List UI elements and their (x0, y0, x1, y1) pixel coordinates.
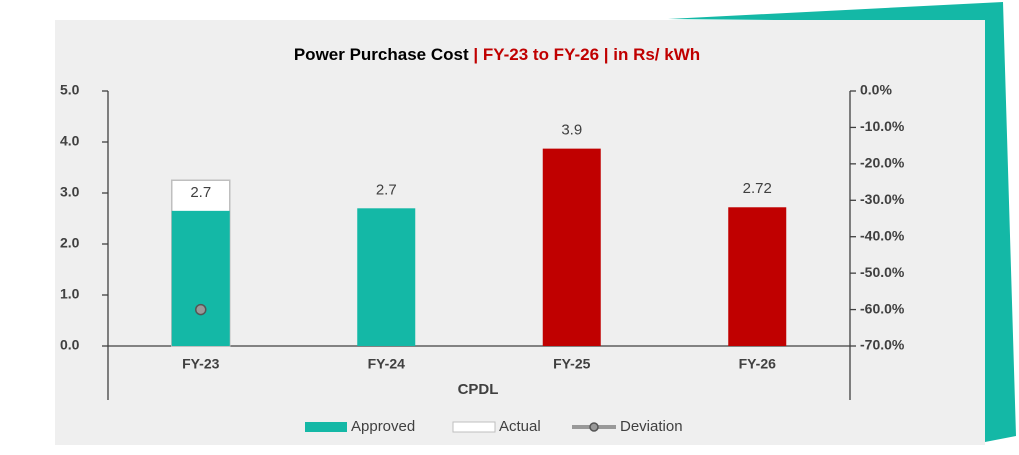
legend-label: Approved (351, 418, 415, 435)
legend-label: Actual (499, 418, 541, 435)
approved-bar (171, 210, 230, 346)
data-label: 2.7 (376, 181, 397, 198)
legend-swatch (589, 422, 599, 432)
y2-tick-label: -50.0% (860, 264, 905, 280)
legend-swatch (305, 422, 347, 432)
y2-tick-label: 0.0% (860, 82, 892, 98)
y2-tick-label: -30.0% (860, 191, 905, 207)
y2-tick-label: -60.0% (860, 300, 905, 316)
data-label: 3.9 (561, 122, 582, 139)
legend-swatch (452, 421, 496, 433)
x-tick-label: FY-25 (553, 356, 591, 372)
legend-label: Deviation (620, 418, 683, 435)
x-tick-label: FY-24 (368, 356, 406, 372)
x-tick-label: FY-26 (739, 356, 777, 372)
approved-bar (357, 208, 416, 346)
approved-bar (728, 207, 787, 346)
y-tick-label: 3.0 (60, 184, 80, 200)
deviation-point (195, 303, 207, 316)
y-tick-label: 5.0 (60, 82, 80, 98)
x-axis-label: CPDL (458, 381, 499, 398)
y2-tick-label: -20.0% (860, 155, 905, 171)
x-tick-label: FY-23 (182, 356, 220, 372)
title-sub: | FY-23 to FY-26 | in Rs/ kWh (473, 45, 700, 64)
y-tick-label: 2.0 (60, 235, 80, 251)
title-main: Power Purchase Cost (294, 45, 469, 64)
y2-tick-label: -70.0% (860, 337, 905, 353)
y2-tick-label: -10.0% (860, 118, 905, 134)
data-label: 2.7 (190, 184, 211, 201)
approved-bar (542, 148, 601, 346)
y-tick-label: 1.0 (60, 286, 80, 302)
y2-tick-label: -40.0% (860, 227, 905, 243)
y-tick-label: 4.0 (60, 133, 80, 149)
data-label: 2.72 (743, 180, 772, 197)
chart-title: Power Purchase Cost | FY-23 to FY-26 | i… (294, 45, 700, 64)
y-tick-label: 0.0 (60, 337, 80, 353)
